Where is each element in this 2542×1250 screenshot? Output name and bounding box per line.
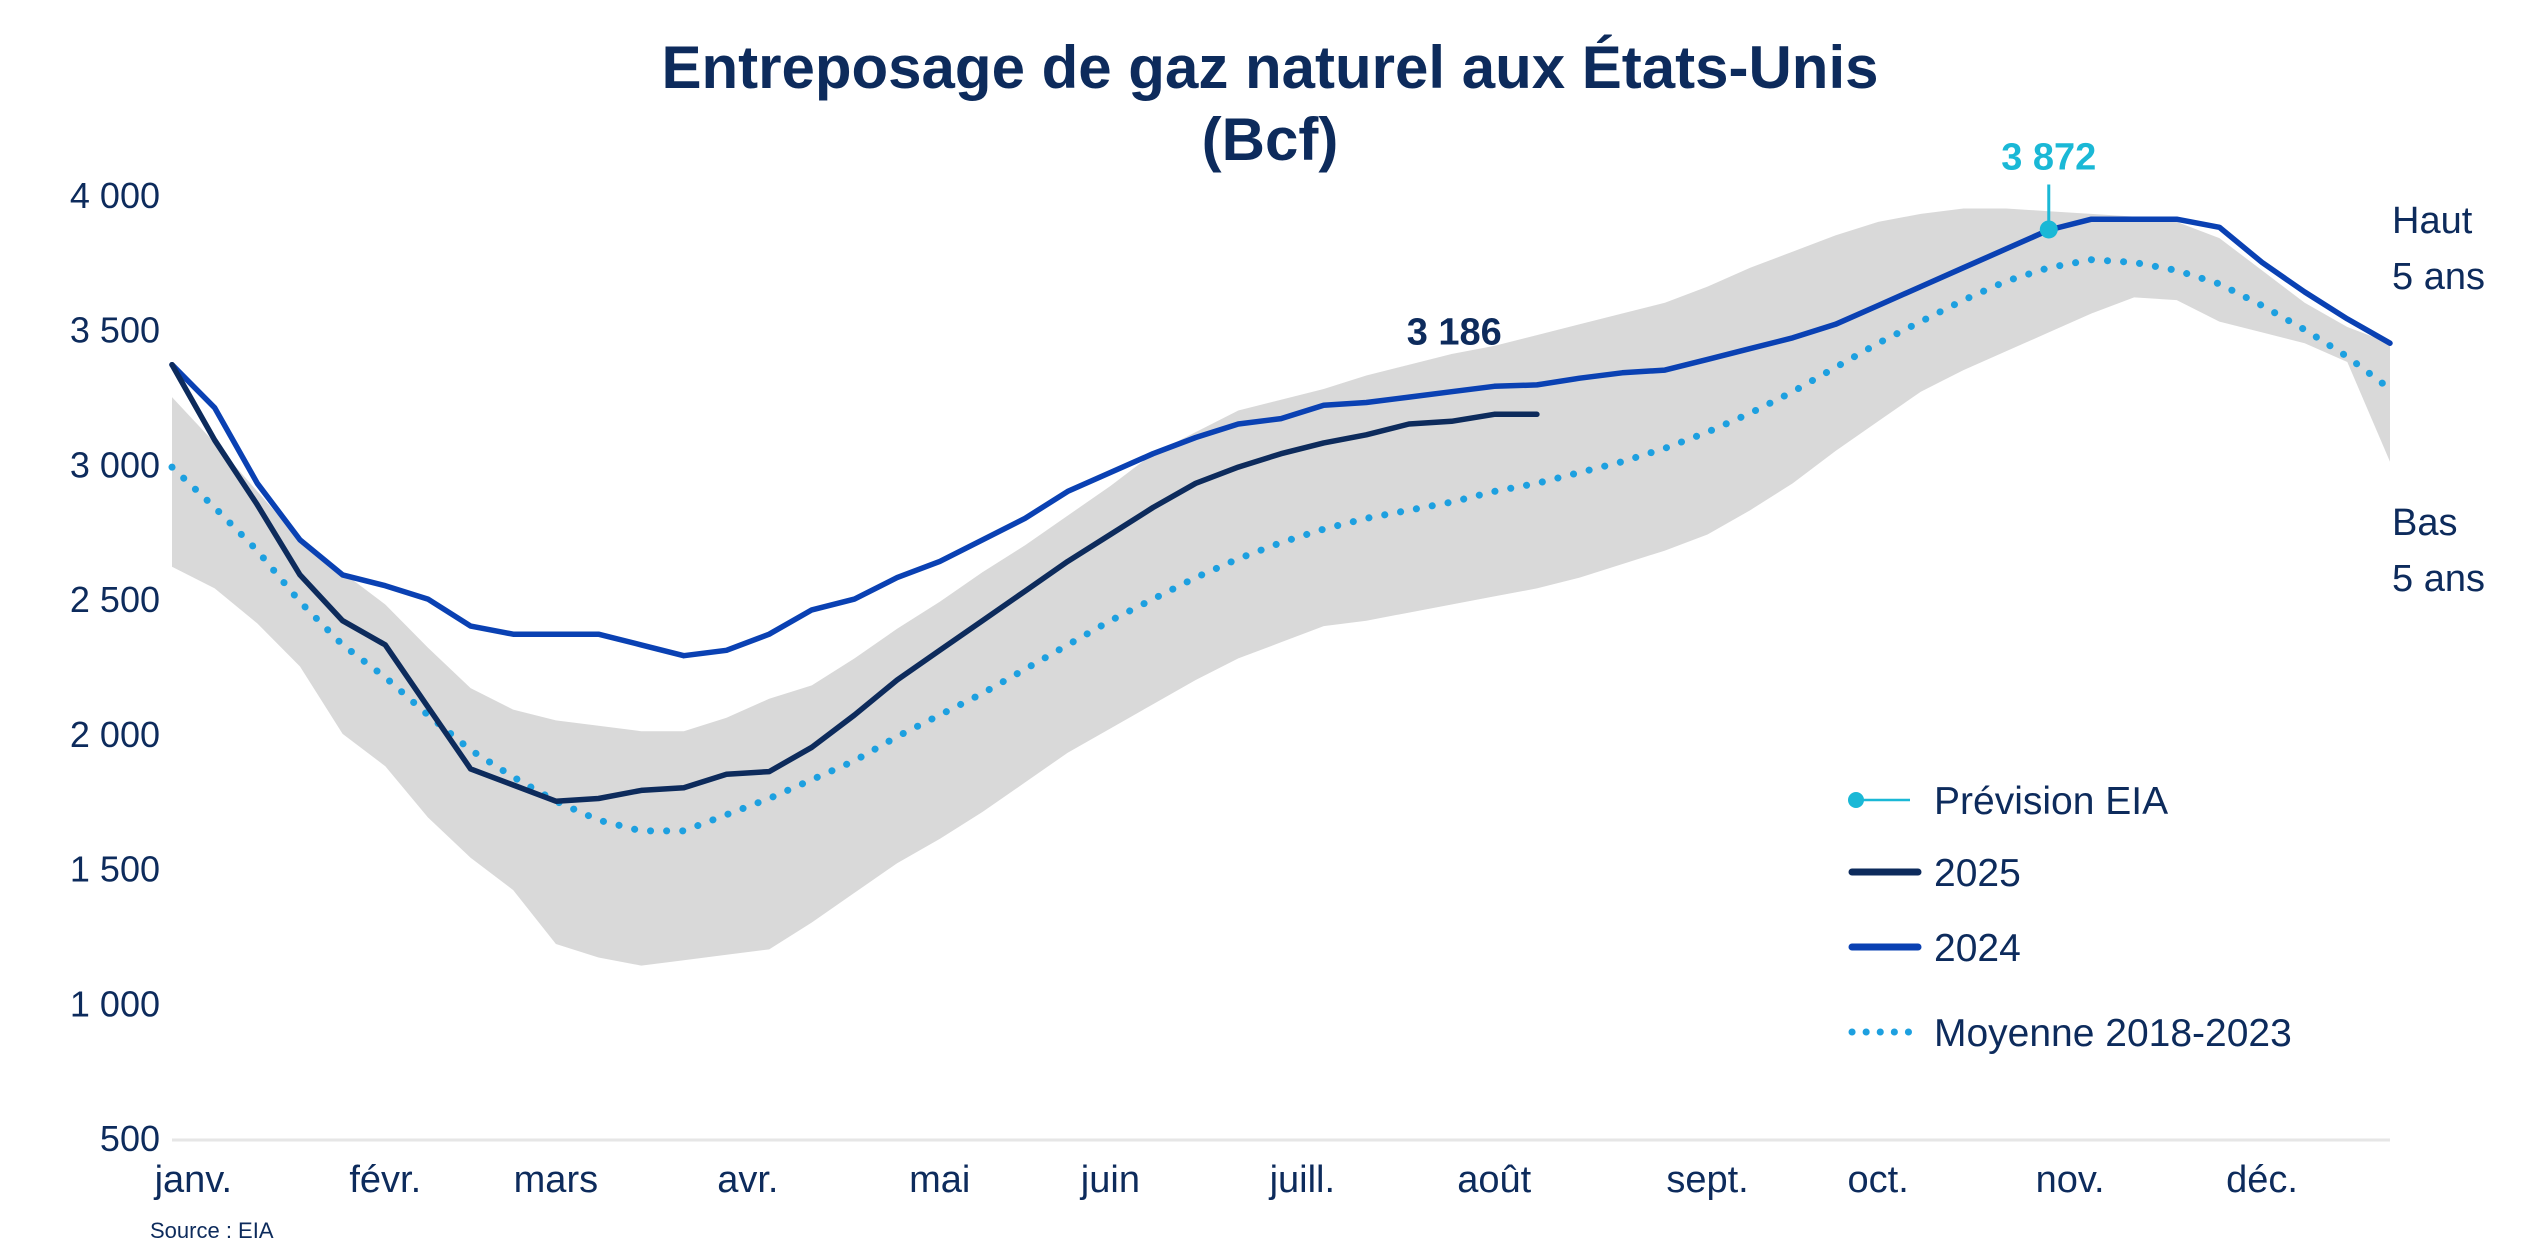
y-tick-label: 3 500 (70, 310, 160, 351)
x-tick-label: déc. (2226, 1159, 2298, 1201)
band-high-label: 5 ans (2392, 256, 2485, 298)
legend-2025-label: 2025 (1934, 852, 2021, 895)
series-lines (168, 216, 2394, 835)
y-tick-label: 2 500 (70, 579, 160, 620)
x-tick-label: mai (909, 1159, 970, 1201)
y-tick-label: 500 (100, 1118, 160, 1159)
legend: Prévision EIA 2025 2024 Moyenne 2018-2023 (1848, 780, 2292, 1055)
x-axis-ticks: janv. févr. mars avr. mai juin juill. août sept.… (154, 1159, 2298, 1201)
band-high-label: Haut (2392, 200, 2473, 242)
band-side-labels: Haut 5 ans Bas 5 ans (2392, 200, 2485, 600)
chart-subtitle: (Bcf) (1202, 106, 1339, 173)
x-tick-label: août (1457, 1159, 1531, 1201)
y-tick-label: 1 000 (70, 983, 160, 1024)
legend-average-label: Moyenne 2018-2023 (1934, 1012, 2292, 1055)
y-tick-label: 3 000 (70, 444, 160, 485)
x-tick-label: avr. (717, 1159, 778, 1201)
band-low-label: 5 ans (2392, 558, 2485, 600)
legend-forecast-label: Prévision EIA (1934, 780, 2168, 823)
x-tick-label: mars (514, 1159, 598, 1201)
x-tick-label: juill. (1269, 1159, 1335, 1201)
x-tick-label: nov. (2036, 1159, 2105, 1201)
y-tick-label: 2 000 (70, 714, 160, 755)
forecast-value-label: 3 872 (2001, 136, 2096, 178)
y-tick-label: 1 500 (70, 849, 160, 890)
y-axis-ticks: 500 1 000 1 500 2 000 2 500 3 000 3 500 4 000 (70, 175, 160, 1159)
annotations: 3 186 (1407, 311, 1502, 353)
band-area (172, 208, 2390, 966)
x-tick-label: sept. (1666, 1159, 1748, 1201)
x-tick-label: janv. (154, 1159, 232, 1201)
series-2025-line (169, 361, 1540, 804)
x-tick-label: oct. (1848, 1159, 1909, 1201)
legend-2024-label: 2024 (1934, 927, 2021, 970)
source-note: Source : EIA (150, 1218, 274, 1243)
series-2024-line (169, 216, 2393, 659)
forecast-marker: 3 872 (2001, 136, 2096, 239)
x-tick-label: févr. (349, 1159, 421, 1201)
chart-title: Entreposage de gaz naturel aux États-Uni… (662, 34, 1879, 101)
band-low-label: Bas (2392, 502, 2457, 544)
series-2025-end-label: 3 186 (1407, 311, 1502, 353)
forecast-point (2039, 220, 2058, 239)
five-year-range-band (172, 208, 2390, 966)
x-tick-label: juin (1080, 1159, 1140, 1201)
y-tick-label: 4 000 (70, 175, 160, 216)
